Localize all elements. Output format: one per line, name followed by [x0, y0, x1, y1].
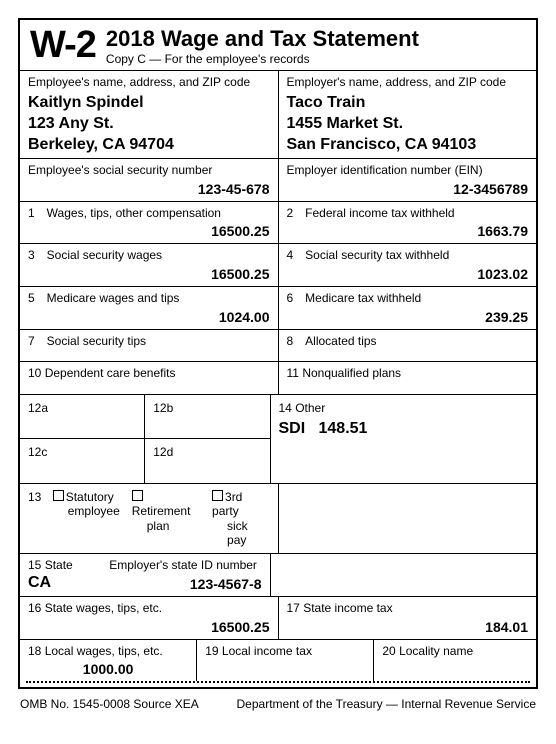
employer-name: Taco Train: [287, 93, 529, 112]
box6-value: 239.25: [287, 309, 529, 325]
box12c: 12c: [20, 439, 144, 483]
form-header: W-2 2018 Wage and Tax Statement Copy C —…: [20, 20, 536, 71]
box16-value: 16500.25: [28, 619, 270, 635]
ein-value: 12-3456789: [287, 181, 529, 197]
box5: 5 Medicare wages and tips 1024.00: [20, 287, 278, 329]
ssn-label: Employee's social security number: [28, 163, 270, 179]
box2-value: 1663.79: [287, 223, 529, 239]
box3-value: 16500.25: [28, 266, 270, 282]
box16: 16 State wages, tips, etc. 16500.25: [20, 597, 278, 639]
form-footer: OMB No. 1545-0008 Source XEA Department …: [18, 689, 538, 711]
w2-form: W-2 2018 Wage and Tax Statement Copy C —…: [18, 18, 538, 689]
checkbox-statutory[interactable]: [53, 490, 64, 501]
box12: 12a 12b 12c 12d: [20, 395, 270, 483]
footer-left: OMB No. 1545-0008 Source XEA: [20, 697, 199, 711]
box20: 20 Locality name: [373, 640, 536, 682]
dotted-divider: [26, 681, 530, 683]
box2: 2 Federal income tax withheld 1663.79: [278, 202, 537, 244]
checkbox-retirement[interactable]: [132, 490, 143, 501]
employee-block: Employee's name, address, and ZIP code K…: [20, 71, 278, 158]
footer-right: Department of the Treasury — Internal Re…: [237, 697, 536, 711]
box12b: 12b: [144, 395, 269, 439]
box4: 4 Social security tax withheld 1023.02: [278, 244, 537, 286]
employee-addr2: Berkeley, CA 94704: [28, 135, 270, 154]
box14-value: SDI 148.51: [279, 420, 529, 438]
box15-state: CA: [28, 574, 93, 592]
box5-value: 1024.00: [28, 309, 270, 325]
checkbox-sickpay[interactable]: [212, 490, 223, 501]
box13: 13 Statutoryemployee Retirementplan 3rd …: [20, 484, 278, 554]
box19: 19 Local income tax: [196, 640, 373, 682]
box11: 11 Nonqualified plans: [278, 362, 537, 394]
employee-addr1: 123 Any St.: [28, 114, 270, 133]
box1: 1 Wages, tips, other compensation 16500.…: [20, 202, 278, 244]
employee-label: Employee's name, address, and ZIP code: [28, 75, 270, 91]
form-title: 2018 Wage and Tax Statement: [106, 28, 419, 50]
box1-value: 16500.25: [28, 223, 270, 239]
box17-value: 184.01: [287, 619, 529, 635]
form-subtitle: Copy C — For the employee's records: [106, 52, 419, 66]
employer-block: Employer's name, address, and ZIP code T…: [278, 71, 537, 158]
box6: 6 Medicare tax withheld 239.25: [278, 287, 537, 329]
box8: 8 Allocated tips: [278, 330, 537, 362]
employer-addr1: 1455 Market St.: [287, 114, 529, 133]
box14-spacer: [278, 484, 537, 554]
ssn-cell: Employee's social security number 123-45…: [20, 159, 278, 201]
box15-spacer: [270, 554, 537, 596]
box17: 17 State income tax 184.01: [278, 597, 537, 639]
box14: 14 Other SDI 148.51: [270, 395, 537, 483]
box4-value: 1023.02: [287, 266, 529, 282]
box12a: 12a: [20, 395, 144, 439]
box3: 3 Social security wages 16500.25: [20, 244, 278, 286]
box18-value: 1000.00: [28, 661, 188, 677]
ein-label: Employer identification number (EIN): [287, 163, 529, 179]
box10: 10 Dependent care benefits: [20, 362, 278, 394]
box18: 18 Local wages, tips, etc. 1000.00: [20, 640, 196, 682]
box15: 15 State CA Employer's state ID number 1…: [20, 554, 270, 596]
box15-ein: 123-4567-8: [109, 576, 261, 592]
form-code: W-2: [30, 26, 96, 64]
employee-name: Kaitlyn Spindel: [28, 93, 270, 112]
ein-cell: Employer identification number (EIN) 12-…: [278, 159, 537, 201]
box12d: 12d: [144, 439, 269, 483]
employer-addr2: San Francisco, CA 94103: [287, 135, 529, 154]
ssn-value: 123-45-678: [28, 181, 270, 197]
employer-label: Employer's name, address, and ZIP code: [287, 75, 529, 91]
box7: 7 Social security tips: [20, 330, 278, 362]
